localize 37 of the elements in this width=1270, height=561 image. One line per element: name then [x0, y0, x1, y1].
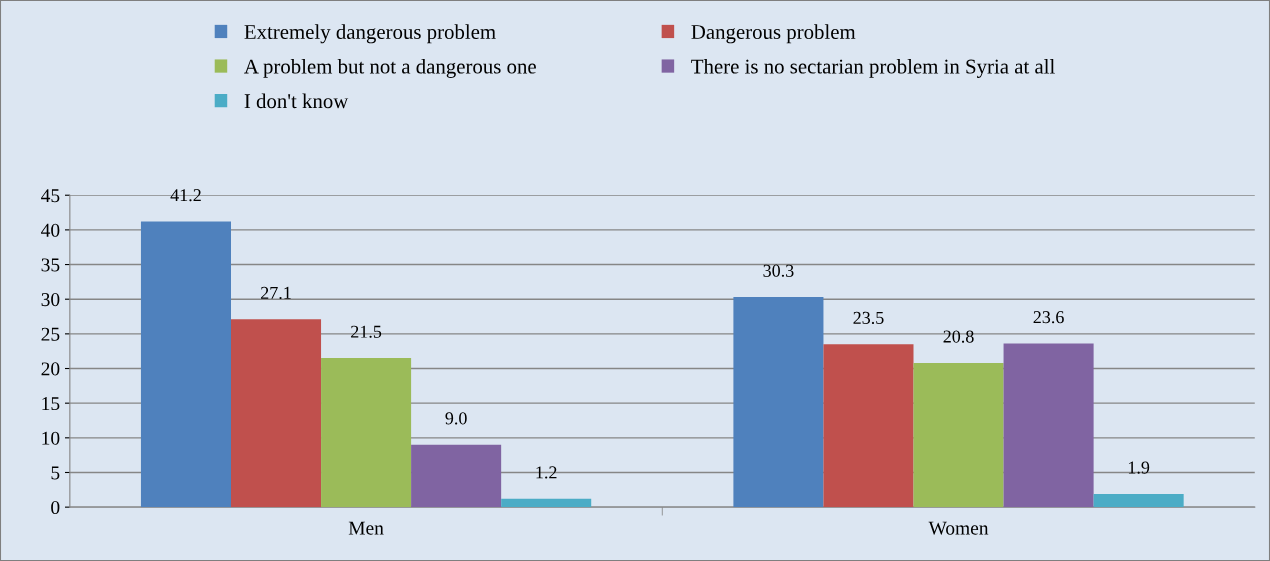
x-tick-label: Men — [348, 521, 384, 535]
data-label: 30.3 — [763, 264, 794, 277]
y-tick-label: 40 — [41, 223, 60, 237]
y-tick-label: 15 — [42, 397, 60, 411]
x-tick-label: Women — [928, 521, 989, 535]
data-label: 27.1 — [261, 286, 291, 300]
bar — [231, 319, 322, 508]
y-tick-label: 5 — [51, 466, 60, 480]
data-label: 1.2 — [536, 466, 557, 479]
bar — [411, 444, 502, 508]
legend-label: There is no sectarian problem in Syria at all — [691, 58, 1055, 78]
data-label: 21.5 — [351, 325, 382, 338]
legend-label: Dangerous problem — [691, 24, 856, 44]
bar — [321, 358, 412, 508]
data-label: 41.2 — [170, 189, 201, 202]
y-tick-label: 25 — [41, 327, 60, 341]
legend-label: I don't know — [244, 93, 349, 109]
y-tick-label: 30 — [41, 293, 60, 307]
bar — [1093, 493, 1184, 508]
y-tick-label: 20 — [41, 362, 60, 376]
bar — [140, 221, 231, 508]
bar — [733, 297, 824, 508]
legend-label: A problem but not a dangerous one — [244, 58, 536, 78]
data-label: 20.8 — [943, 330, 974, 343]
data-label: 23.6 — [1033, 311, 1064, 324]
y-tick-label: 35 — [41, 258, 60, 272]
legend-label: Extremely dangerous problem — [244, 24, 496, 44]
data-label: 1.9 — [1128, 461, 1150, 474]
bar — [913, 362, 1004, 508]
y-tick-label: 45 — [41, 189, 60, 203]
bar — [1003, 343, 1094, 508]
data-label: 9.0 — [445, 412, 467, 425]
bar — [501, 498, 592, 508]
y-tick-label: 10 — [42, 431, 60, 445]
y-tick-label: 0 — [51, 500, 60, 515]
data-label: 23.5 — [853, 311, 884, 324]
bar — [823, 344, 914, 508]
